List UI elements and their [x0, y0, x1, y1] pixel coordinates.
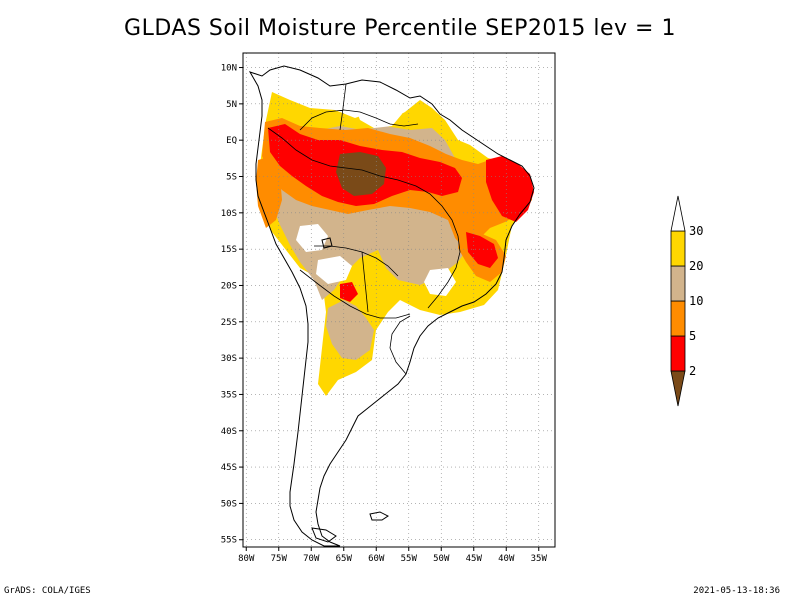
chart-title: GLDAS Soil Moisture Percentile SEP2015 l… — [124, 16, 676, 41]
lat-tick-label: 45S — [221, 463, 237, 473]
map-grid — [243, 53, 555, 547]
lat-tick-label: 40S — [221, 427, 237, 437]
lat-tick-label: 50S — [221, 499, 237, 509]
country-borders — [267, 83, 461, 375]
lon-tick-label: 80W — [238, 554, 255, 564]
brown-region — [336, 152, 386, 196]
moisture-field — [256, 88, 534, 396]
lat-tick-label: 55S — [221, 536, 237, 546]
legend-swatch-white — [670, 195, 686, 232]
lon-tick-label: 40W — [498, 554, 515, 564]
lat-tick-label: 25S — [221, 318, 237, 328]
lon-tick-label: 60W — [368, 554, 385, 564]
lat-tick-label: 10N — [221, 64, 237, 74]
lon-tick-label: 65W — [336, 554, 353, 564]
lat-tick-label: 20S — [221, 281, 237, 291]
footer-source: GrADS: COLA/IGES — [4, 586, 91, 596]
legend-label: 10 — [689, 294, 703, 308]
red-region-small — [340, 282, 358, 302]
lat-tick-label: 5N — [226, 100, 237, 110]
lat-tick-label: 30S — [221, 354, 237, 364]
white-patch-1 — [296, 224, 328, 252]
lon-tick-label: 35W — [531, 554, 548, 564]
lat-tick-label: 35S — [221, 390, 237, 400]
lat-tick-label: EQ — [226, 136, 237, 146]
tan-region-south — [326, 300, 374, 360]
white-patch-3 — [354, 88, 402, 128]
white-patch-2 — [316, 256, 352, 284]
legend-swatch-orange — [670, 300, 686, 337]
lon-tick-label: 70W — [303, 554, 320, 564]
legend-swatch-tan — [670, 265, 686, 302]
coastline — [248, 65, 535, 547]
falkland-islands — [369, 511, 389, 521]
legend-label: 2 — [689, 364, 696, 378]
lon-tick-label: 55W — [401, 554, 418, 564]
legend-swatch-gold — [670, 230, 686, 267]
longitude-axis: 80W 75W 70W 65W 60W 55W 50W 45W 40W 35W — [238, 547, 547, 564]
legend-colorbar: 2 5 10 20 30 — [670, 195, 703, 407]
continent-outline — [248, 65, 535, 547]
legend-label: 20 — [689, 259, 703, 273]
lon-tick-label: 50W — [433, 554, 450, 564]
tierra-del-fuego — [311, 527, 337, 543]
lon-tick-label: 45W — [466, 554, 483, 564]
orange-region-west — [256, 156, 282, 228]
legend-label: 5 — [689, 329, 696, 343]
latitude-axis: 10N 5N EQ 5S 10S 15S 20S 25S 30S 35S 40S 45S 50S 55S — [221, 64, 243, 546]
footer-timestamp: 2021-05-13-18:36 — [693, 586, 780, 596]
legend-swatch-red — [670, 335, 686, 372]
legend-label: 30 — [689, 224, 703, 238]
lat-tick-label: 15S — [221, 245, 237, 255]
lat-tick-label: 5S — [226, 173, 237, 183]
lake-titicaca — [321, 237, 333, 249]
white-patch-4 — [424, 268, 456, 296]
lat-tick-label: 10S — [221, 209, 237, 219]
red-region-northeast — [486, 156, 534, 222]
lon-tick-label: 75W — [271, 554, 288, 564]
legend-swatch-brown — [670, 370, 686, 407]
plot-frame — [242, 52, 556, 548]
